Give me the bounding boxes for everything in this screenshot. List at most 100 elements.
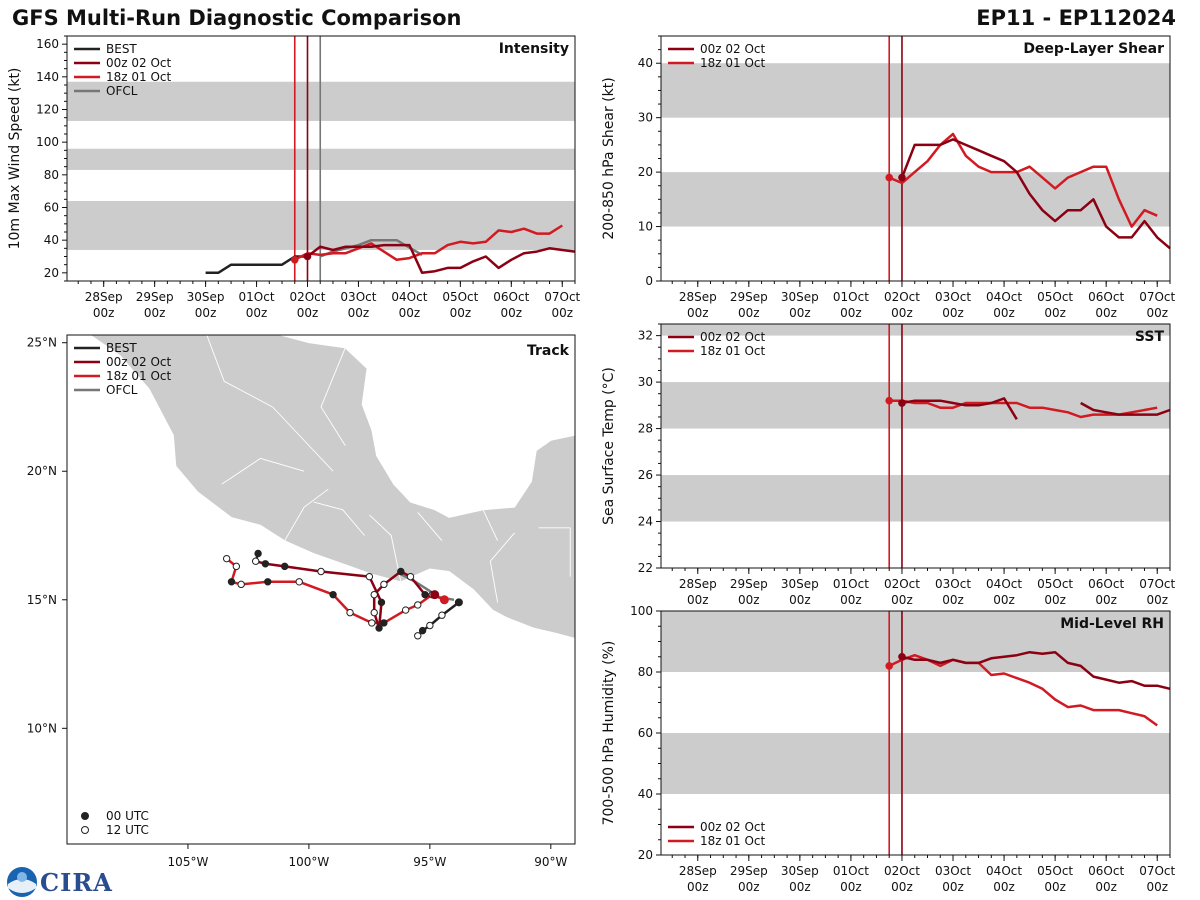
x-tick-label-hour: 00z (297, 306, 319, 320)
x-tick-label: 30Sep (781, 864, 819, 878)
x-tick-label-hour: 00z (942, 306, 964, 320)
map-frame (66, 334, 576, 845)
plot-frame (66, 35, 576, 282)
y-tick-label: 80 (638, 665, 653, 679)
shaded-band (661, 475, 1170, 522)
state-border (489, 532, 515, 603)
x-tick-label-hour: 00z (1095, 880, 1117, 894)
land-area (89, 335, 575, 639)
x-tick-label: 05Oct (1037, 864, 1073, 878)
track-point (281, 562, 289, 571)
figure-title: GFS Multi-Run Diagnostic Comparison (12, 6, 462, 30)
track-point (365, 572, 374, 581)
init-marker (885, 396, 894, 405)
series-line (901, 397, 1018, 420)
x-tick-label-hour: 00z (348, 306, 370, 320)
lat-tick-label: 20°N (27, 464, 57, 478)
x-tick-label: 30Sep (781, 290, 819, 304)
x-tick-label: 06Oct (1088, 290, 1124, 304)
state-border (482, 509, 499, 541)
legend-label: 18z 01 Oct (700, 56, 766, 70)
x-tick-label: 01Oct (239, 290, 275, 304)
x-tick-label: 06Oct (1088, 577, 1124, 591)
x-tick-label-hour: 00z (789, 880, 811, 894)
x-tick-label: 29Sep (730, 577, 768, 591)
legend-label: 00z 02 Oct (700, 330, 766, 344)
x-tick-label: 05Oct (442, 290, 478, 304)
marker-legend-label: 00 UTC (106, 809, 149, 823)
track-point (222, 554, 231, 563)
x-tick-label: 28Sep (679, 577, 717, 591)
state-border (417, 512, 443, 541)
x-tick-label: 29Sep (730, 290, 768, 304)
series-line (888, 653, 1158, 727)
y-tick-label: 40 (44, 233, 59, 247)
init-marker (885, 662, 894, 670)
x-tick-label-hour: 00z (891, 880, 913, 894)
track-point (380, 580, 388, 589)
legend-label: 18z 01 Oct (106, 70, 172, 84)
init-marker (898, 173, 906, 182)
y-tick-label: 140 (36, 70, 59, 84)
y-tick-label: 28 (638, 422, 653, 436)
panel-title: Mid-Level RH (1060, 616, 1164, 632)
x-tick-label-hour: 00z (687, 306, 709, 320)
series-line (900, 138, 1171, 250)
track-point (418, 626, 427, 635)
series-line (306, 243, 576, 275)
x-tick-label-hour: 00z (942, 593, 964, 607)
best-track-start (454, 598, 463, 607)
x-tick-label-hour: 00z (1044, 593, 1066, 607)
y-tick-label: 20 (638, 848, 653, 862)
x-tick-label: 06Oct (493, 290, 529, 304)
x-tick-label-hour: 00z (738, 593, 760, 607)
y-tick-label: 30 (638, 111, 653, 125)
legend-label: 18z 01 Oct (700, 834, 766, 848)
y-tick-label: 80 (44, 168, 59, 182)
series-line (901, 650, 1171, 691)
panel-sst: 22 24 26 28 30 32 28Sep 00z 29Sep 00z 30Sep 00z 01Oc… (601, 323, 1176, 607)
lon-tick-label: 100°W (289, 855, 330, 869)
x-tick-label: 07Oct (1139, 290, 1175, 304)
shaded-band (661, 324, 1170, 336)
state-border (272, 406, 334, 472)
legend-label: 18z 01 Oct (700, 344, 766, 358)
track-point (329, 590, 337, 599)
panel-rh: 20 40 60 80 100 28Sep 00z 29Sep 00z 30Sep 00z 01Oct… (601, 604, 1176, 894)
x-tick-label-hour: 00z (942, 880, 964, 894)
x-tick-label: 02Oct (884, 577, 920, 591)
track-point (227, 578, 236, 586)
plot-frame (660, 610, 1171, 856)
x-tick-label-hour: 00z (1095, 593, 1117, 607)
y-tick-label: 20 (638, 165, 653, 179)
plot-frame (660, 35, 1171, 282)
x-tick-label-hour: 00z (687, 880, 709, 894)
init-marker (885, 173, 894, 182)
legend-label: BEST (106, 42, 137, 56)
y-tick-label: 60 (44, 201, 59, 215)
y-axis-label: 200-850 hPa Shear (kt) (601, 77, 617, 239)
track-point (232, 562, 241, 571)
panel-shear: 0 10 20 30 40 28Sep 00z 29Sep 00z 30Sep 00z 01Oct 00… (601, 35, 1176, 320)
x-tick-label: 03Oct (935, 864, 971, 878)
x-tick-label-hour: 00z (1095, 306, 1117, 320)
storm-id: EP11 - EP112024 (976, 6, 1176, 30)
marker-legend-swatch (81, 812, 89, 820)
shaded-band (661, 733, 1170, 794)
state-border (369, 514, 402, 582)
legend-label: 18z 01 Oct (106, 369, 172, 383)
x-tick-label-hour: 00z (399, 306, 421, 320)
shaded-band (661, 382, 1170, 429)
marker-legend-label: 12 UTC (106, 823, 149, 837)
track-point (406, 572, 415, 581)
x-tick-label: 05Oct (1037, 290, 1073, 304)
y-tick-label: 40 (638, 56, 653, 70)
track-point (261, 560, 270, 568)
track-point (317, 567, 325, 576)
track-point (414, 601, 422, 609)
x-tick-label-hour: 00z (1044, 306, 1066, 320)
x-tick-label: 28Sep (85, 290, 123, 304)
legend-label: 00z 02 Oct (106, 56, 172, 70)
legend-label: OFCL (106, 84, 138, 98)
panel-title: Intensity (499, 41, 569, 57)
